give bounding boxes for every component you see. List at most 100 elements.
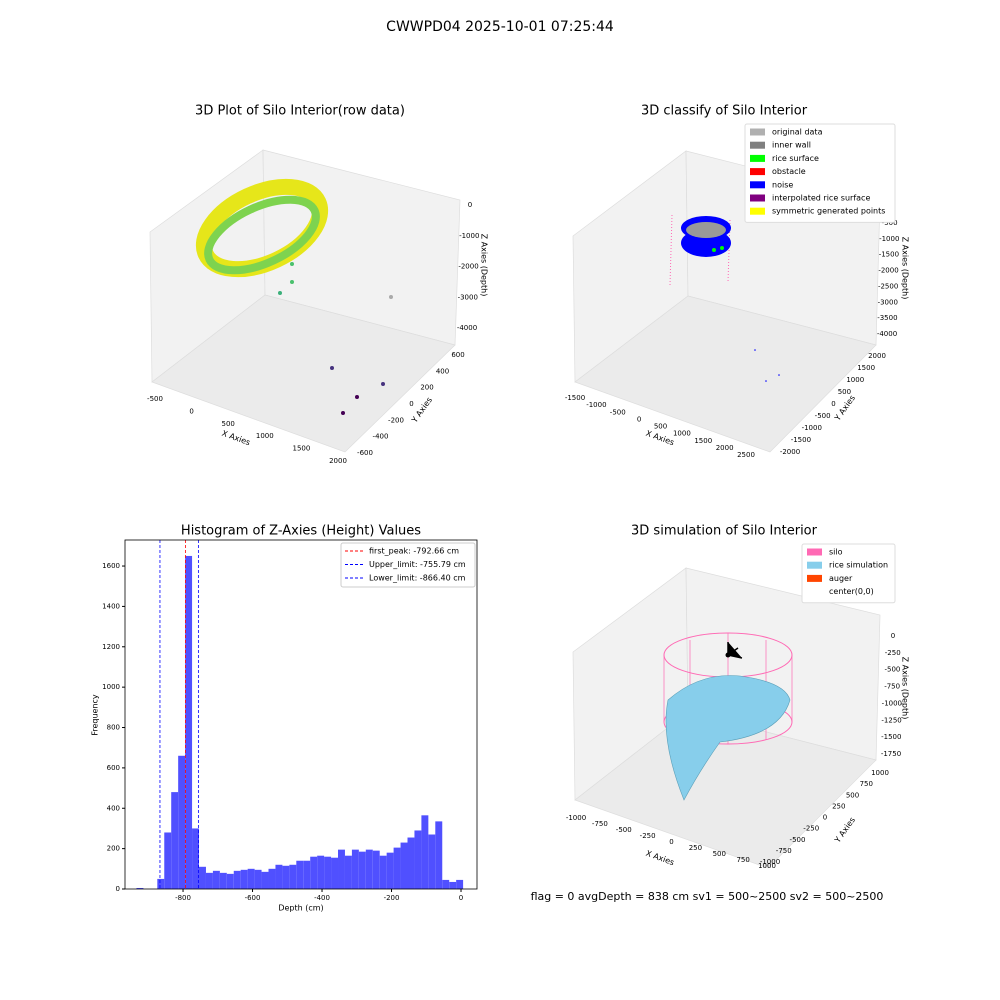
x-tick-label: -1000 xyxy=(566,814,586,822)
bar xyxy=(344,855,352,889)
x-tick-label: -500 xyxy=(616,826,632,834)
bar xyxy=(233,870,241,889)
x-tick-label: -500 xyxy=(610,408,626,416)
axes-frame xyxy=(124,539,478,890)
x-tick-label: 0 xyxy=(189,407,193,415)
bar xyxy=(379,855,387,889)
x-tick-label: 1500 xyxy=(292,445,310,453)
x-axis-label: X Axies xyxy=(645,429,676,448)
z-tick-label: -500 xyxy=(884,666,900,674)
bar xyxy=(449,881,457,889)
z-tick-label: -2000 xyxy=(878,267,898,275)
z-tick-label: 0 xyxy=(468,201,472,209)
y-tick-label: -500 xyxy=(790,836,806,844)
y-tick-label: 800 xyxy=(107,724,120,732)
x-tick-label: 0 xyxy=(459,894,463,902)
legend-swatch xyxy=(750,181,765,189)
bar xyxy=(261,871,269,889)
x-tick-label: 0 xyxy=(637,415,641,423)
surface xyxy=(663,632,793,801)
y-tick-label: 1200 xyxy=(102,643,120,651)
legend-label: rice simulation xyxy=(829,561,888,570)
legend-label: symmetric generated points xyxy=(772,207,885,216)
legend-label: center(0,0) xyxy=(829,587,874,596)
y-tick-label: 400 xyxy=(436,367,449,375)
legend-box xyxy=(801,543,896,604)
y-axis-label: Frequency xyxy=(91,694,100,736)
y-tick-label: 250 xyxy=(832,802,845,810)
x-tick-label: 1500 xyxy=(694,437,712,445)
x-tick-label: -1500 xyxy=(565,394,585,402)
point-cloud xyxy=(195,178,393,415)
z-tick-label: -1500 xyxy=(881,733,901,741)
bar xyxy=(205,872,213,889)
bar xyxy=(393,847,401,889)
y-tick-label: -1000 xyxy=(760,858,780,866)
legend-swatch xyxy=(750,128,765,136)
y-tick-label: 2000 xyxy=(868,352,886,360)
bar xyxy=(407,837,415,889)
bar xyxy=(303,860,311,889)
legend-box xyxy=(744,123,896,223)
x-tick-label: 0 xyxy=(669,838,673,846)
x-tick-label: 2000 xyxy=(329,457,347,465)
legend-label: rice surface xyxy=(772,154,819,163)
y-tick-label: -750 xyxy=(776,847,792,855)
bar xyxy=(414,830,422,889)
bar xyxy=(435,821,443,889)
legend-swatch xyxy=(807,548,822,556)
x-tick-label: 500 xyxy=(713,850,726,858)
legend-swatch xyxy=(807,561,822,569)
y-tick-label: 1600 xyxy=(102,562,120,570)
z-tick-label: -1250 xyxy=(881,716,901,724)
z-tick-label: -1500 xyxy=(879,251,899,259)
y-tick-label: 500 xyxy=(846,791,859,799)
z-tick-label: -3000 xyxy=(878,298,898,306)
y-tick-label: -250 xyxy=(803,825,819,833)
z-axis-label: Z Axies (Depth) xyxy=(480,234,489,297)
z-tick-label: -1000 xyxy=(882,699,902,707)
z-tick-label: -4000 xyxy=(877,330,897,338)
z-tick-label: -1000 xyxy=(459,232,479,240)
panel-title: 3D Plot of Silo Interior(row data) xyxy=(195,104,405,119)
panes xyxy=(149,149,881,869)
bar xyxy=(185,555,193,889)
y-tick-label: 1400 xyxy=(102,602,120,610)
y-tick-label: 0 xyxy=(409,400,413,408)
y-tick-label: 1000 xyxy=(871,769,889,777)
bar xyxy=(310,856,318,889)
z-tick-label: -250 xyxy=(885,649,901,657)
bar xyxy=(365,849,373,889)
legend-swatch xyxy=(807,574,822,582)
bar xyxy=(456,879,464,889)
bar xyxy=(192,828,200,889)
y-tick-label: 0 xyxy=(823,814,827,822)
bar xyxy=(247,868,255,889)
x-tick-label: 500 xyxy=(654,423,667,431)
bar xyxy=(372,850,380,889)
x-tick-label: -1000 xyxy=(586,401,606,409)
x-axis-label: Depth (cm) xyxy=(278,904,323,913)
z-tick-label: -1750 xyxy=(881,750,901,758)
bar xyxy=(136,887,144,889)
bar xyxy=(442,879,450,889)
legend-swatch xyxy=(750,154,765,162)
legend-label: Lower_limit: -866.40 cm xyxy=(369,574,466,583)
y-tick-label: -2000 xyxy=(780,448,800,456)
legend-label: silo xyxy=(829,548,843,557)
legend-label: interpolated rice surface xyxy=(772,194,870,203)
z-tick-label: -2000 xyxy=(458,263,478,271)
z-axis-label: Z Axies (Depth) xyxy=(901,237,910,300)
bar xyxy=(254,869,262,889)
y-tick-label: -400 xyxy=(373,433,389,441)
panel-title: 3D classify of Silo Interior xyxy=(641,104,808,119)
bar xyxy=(240,869,248,889)
y-tick-label: -600 xyxy=(357,449,373,457)
legend-label: inner wall xyxy=(772,141,811,150)
legend-label: original data xyxy=(772,128,823,137)
x-tick-label: -400 xyxy=(314,894,330,902)
y-tick-label: -200 xyxy=(388,416,404,424)
y-tick-label: 1000 xyxy=(846,376,864,384)
x-tick-label: -250 xyxy=(640,832,656,840)
x-tick-label: 2000 xyxy=(716,444,734,452)
